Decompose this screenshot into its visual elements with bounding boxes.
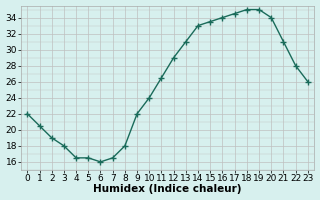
X-axis label: Humidex (Indice chaleur): Humidex (Indice chaleur) bbox=[93, 184, 242, 194]
